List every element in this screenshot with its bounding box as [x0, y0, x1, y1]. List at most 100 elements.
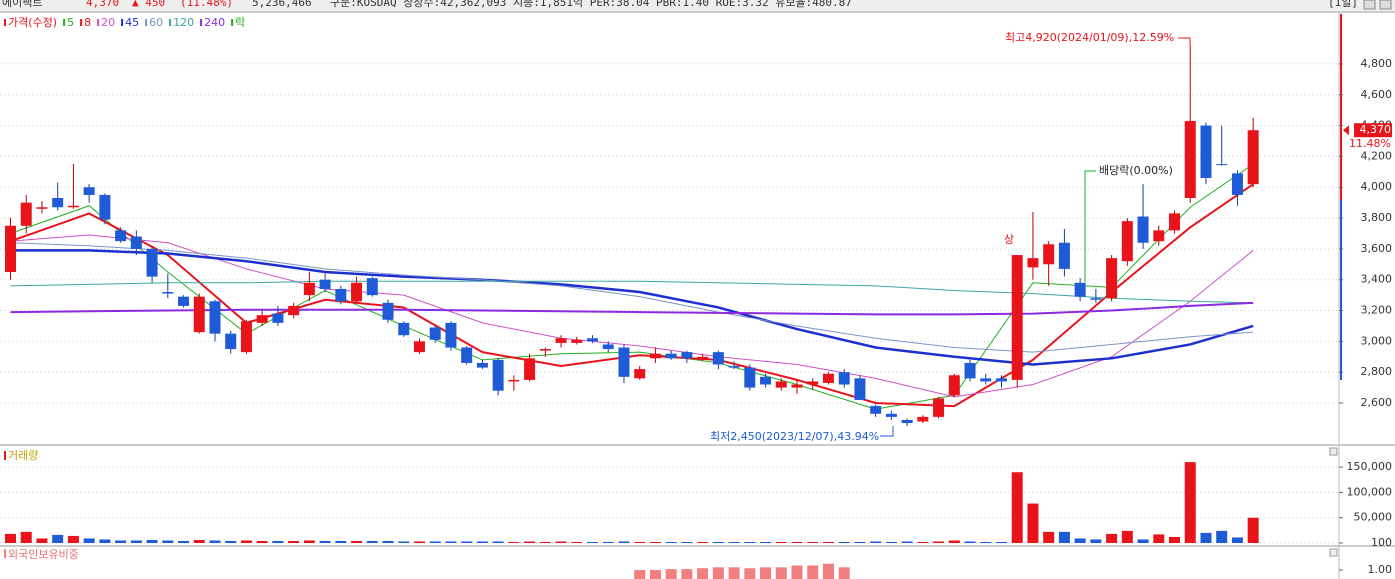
volume-bar — [146, 539, 158, 543]
ownership-bar — [712, 567, 724, 579]
legend-swatch — [231, 19, 234, 26]
price-pct: 11.48% — [1349, 137, 1391, 150]
y-tick-label: 2,600 — [1361, 396, 1393, 409]
candle-body — [288, 305, 300, 316]
ownership-bar — [665, 569, 677, 579]
ownership-bar — [744, 568, 756, 579]
pane-button[interactable] — [1329, 447, 1338, 456]
pane-marker — [4, 549, 6, 558]
volume-bar — [303, 540, 315, 543]
volume-bar — [413, 541, 425, 543]
candle-body — [1231, 173, 1243, 195]
volume-bar — [1200, 532, 1212, 543]
candle-body — [351, 282, 363, 302]
volume-bar — [1027, 503, 1039, 543]
candle-body — [461, 347, 473, 363]
window-button[interactable] — [1379, 0, 1392, 10]
info: 구분:KOSDAQ 상장수:42,362,093 시총:1,851억 PER:3… — [330, 0, 852, 9]
legend-swatch — [200, 19, 203, 26]
volume-bar — [649, 541, 661, 543]
volume-bar — [870, 541, 882, 543]
price-box — [1354, 123, 1392, 138]
volume-bar — [822, 541, 834, 543]
candle-body — [1106, 258, 1118, 299]
volume-bar — [744, 541, 756, 543]
y-tick-label: 3,000 — [1361, 334, 1393, 347]
period[interactable]: [1일] — [1328, 0, 1358, 9]
volume-bar — [618, 541, 630, 543]
volume-bar — [382, 540, 394, 543]
candle-body — [178, 296, 190, 306]
volume-bar — [5, 533, 16, 543]
legend-swatch — [169, 19, 172, 26]
candle-body — [697, 356, 709, 360]
volume-bar — [351, 540, 363, 543]
volume-bar — [1043, 531, 1055, 543]
candle-body — [209, 301, 221, 334]
legend-label: 락 — [235, 16, 245, 29]
y-tick-label: 3,200 — [1361, 304, 1393, 317]
candle-body — [67, 205, 79, 208]
volume-bar — [1247, 517, 1259, 543]
price-marker — [1343, 125, 1349, 136]
legend-swatch — [63, 19, 66, 26]
volume-bar — [240, 540, 252, 543]
volume-bar — [964, 541, 976, 543]
legend-label: 45 — [125, 16, 139, 29]
legend-label: 8 — [84, 16, 91, 29]
moving-average-line — [10, 234, 1254, 398]
price: 4,370 — [86, 0, 119, 9]
y-tick-label: 3,600 — [1361, 242, 1393, 255]
candle-body — [712, 352, 724, 365]
y-tick-label: 150,000 — [1347, 460, 1393, 473]
candle-body — [964, 362, 976, 379]
candle-body — [870, 406, 882, 414]
low-annotation: 최저2,450(2023/12/07),43.94% — [710, 430, 879, 443]
volume-bar — [917, 541, 929, 543]
ownership-bar — [697, 568, 709, 579]
y-tick-label: 4,600 — [1361, 88, 1393, 101]
volume-bar — [20, 531, 32, 543]
moving-average-line — [10, 242, 1254, 353]
candle-body — [303, 282, 315, 296]
volume-bar — [571, 541, 583, 543]
volume-bar — [1216, 530, 1228, 543]
ownership-bar — [728, 567, 740, 579]
volume-bar — [115, 540, 127, 543]
candle-body — [838, 372, 850, 385]
header-bar — [0, 0, 1395, 11]
volume-bar — [319, 540, 331, 543]
legend-label: 120 — [173, 16, 194, 29]
ownership-bar — [681, 569, 693, 579]
candle-body — [240, 321, 252, 353]
candle-body — [539, 349, 551, 351]
y-tick-label: 100,000 — [1347, 485, 1393, 498]
ownership-bar — [822, 563, 834, 579]
volume-bar — [791, 541, 803, 543]
volume-bar — [524, 541, 536, 543]
candle-body — [492, 359, 504, 391]
candle-body — [634, 369, 646, 379]
candle-body — [933, 398, 945, 417]
volume-bar — [193, 539, 205, 543]
volume-bar — [492, 541, 504, 543]
candle-body — [555, 338, 567, 343]
volume-bar — [807, 541, 819, 543]
window-button[interactable] — [1363, 0, 1376, 10]
y-tick-label: 100 — [1371, 536, 1392, 549]
candle-body — [775, 381, 787, 388]
candle-body — [335, 288, 347, 302]
candle-body — [146, 248, 158, 277]
candle-body — [162, 292, 174, 294]
volume-bar — [162, 540, 174, 543]
volume-bar — [555, 541, 567, 543]
candle-body — [587, 338, 599, 342]
volume-bar — [398, 541, 410, 543]
candle-body — [1074, 282, 1086, 297]
pane-button[interactable] — [1329, 548, 1338, 557]
y-tick-label: 4,000 — [1361, 180, 1393, 193]
price-label: 4,370 — [1360, 123, 1392, 136]
volume-bar — [587, 541, 599, 543]
volume-bar — [1153, 534, 1165, 543]
